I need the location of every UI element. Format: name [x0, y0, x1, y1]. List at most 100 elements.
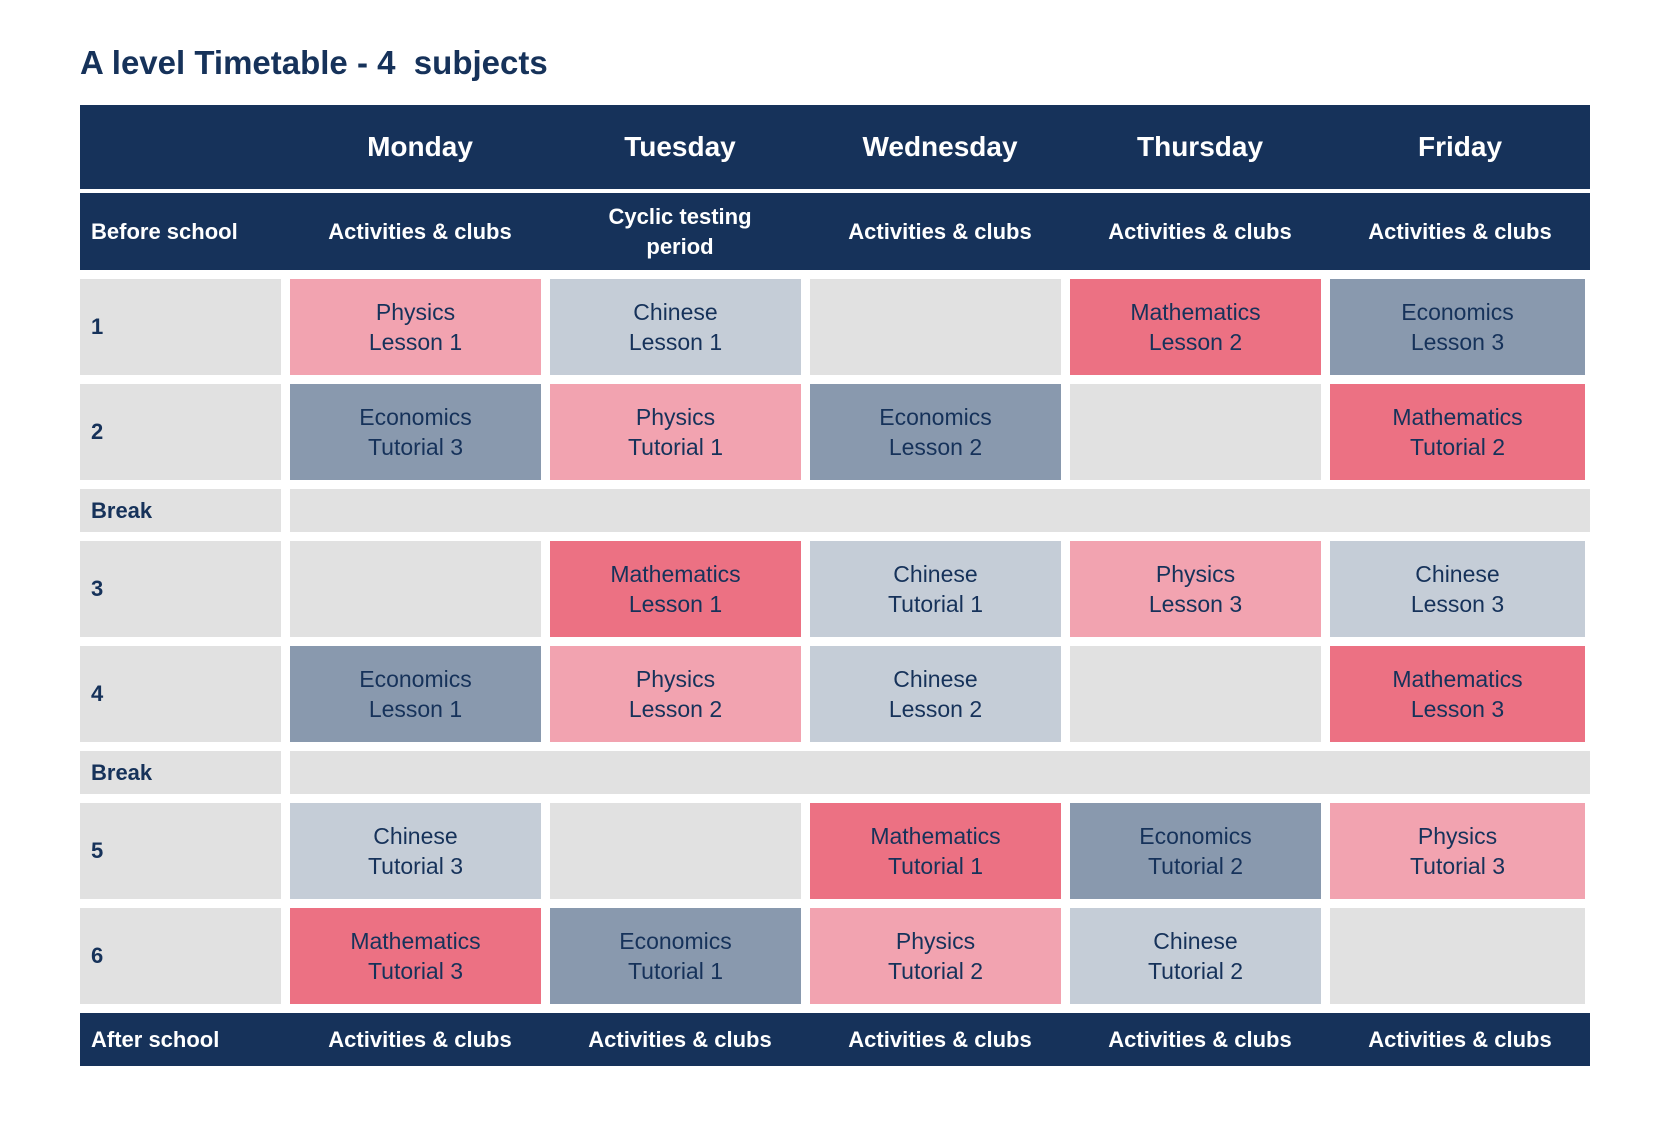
lesson-cell: Chinese Lesson 2 — [810, 646, 1061, 742]
row-spacer — [80, 637, 1590, 646]
header-corner — [80, 105, 290, 189]
activity-text: Activities & clubs — [1108, 1026, 1292, 1052]
after-school-label: After school — [91, 1026, 220, 1052]
lesson-cell: Mathematics Tutorial 3 — [290, 908, 541, 1004]
empty-cell — [1330, 908, 1585, 1004]
period-row-1: 1 Physics Lesson 1 Chinese Lesson 1 Mathemati… — [80, 279, 1590, 375]
period-row-6: 6 Mathematics Tutorial 3 Economics Tutorial … — [80, 908, 1590, 1004]
row-spacer — [80, 1004, 1590, 1013]
subject-name: Chinese — [893, 561, 978, 587]
row-spacer — [80, 742, 1590, 751]
subject-name: Chinese — [1415, 561, 1500, 587]
subject-name: Chinese — [1153, 928, 1238, 954]
lesson-cell: Mathematics Lesson 1 — [550, 541, 801, 637]
session-name: Lesson 2 — [1148, 329, 1243, 355]
session-name: Tutorial 1 — [627, 434, 724, 460]
lesson-cell: Economics Lesson 3 — [1330, 279, 1585, 375]
lesson-cell: Physics Tutorial 2 — [810, 908, 1061, 1004]
lesson-cell: Mathematics Tutorial 2 — [1330, 384, 1585, 480]
row-spacer — [80, 375, 1590, 384]
activity-text: Activities & clubs — [328, 218, 512, 244]
session-name: Lesson 1 — [368, 329, 463, 355]
activity-cell: Activities & clubs — [550, 1013, 810, 1066]
session-name: Tutorial 3 — [1409, 853, 1506, 879]
activity-cell: Activities & clubs — [1330, 193, 1590, 270]
lesson-cell: Physics Lesson 3 — [1070, 541, 1321, 637]
subject-name: Mathematics — [1392, 666, 1523, 692]
activity-text: period — [646, 233, 714, 259]
day-header-wednesday: Wednesday — [862, 131, 1018, 162]
subject-name: Economics — [619, 928, 732, 954]
page-title: A level Timetable - 4 subjects — [80, 44, 548, 81]
header-row: Monday Tuesday Wednesday Thursday Friday — [80, 105, 1590, 189]
activity-text: Cyclic testing — [608, 203, 752, 229]
subject-name: Mathematics — [1392, 404, 1523, 430]
day-header-friday: Friday — [1417, 131, 1503, 162]
session-name: Lesson 2 — [888, 696, 983, 722]
activity-text: Activities & clubs — [1368, 218, 1552, 244]
subject-name: Chinese — [633, 299, 718, 325]
activity-cell: Activities & clubs — [290, 193, 550, 270]
subject-name: Mathematics — [610, 561, 741, 587]
session-name: Lesson 3 — [1410, 329, 1505, 355]
activity-text: Activities & clubs — [588, 1026, 772, 1052]
session-name: Tutorial 1 — [887, 591, 984, 617]
lesson-cell: Mathematics Lesson 2 — [1070, 279, 1321, 375]
activity-cell: Activities & clubs — [290, 1013, 550, 1066]
timetable-grid: Monday Tuesday Wednesday Thursday Friday Befo… — [80, 105, 1590, 1066]
activity-cell: Cyclic testing period — [550, 193, 810, 270]
lesson-cell: Chinese Tutorial 2 — [1070, 908, 1321, 1004]
lesson-cell: Economics Tutorial 2 — [1070, 803, 1321, 899]
activity-cell: Activities & clubs — [1070, 1013, 1330, 1066]
row-spacer — [80, 480, 1590, 489]
row-spacer — [80, 532, 1590, 541]
subject-name: Economics — [879, 404, 992, 430]
lesson-cell: Economics Lesson 1 — [290, 646, 541, 742]
lesson-cell: Physics Tutorial 3 — [1330, 803, 1585, 899]
activity-text: Activities & clubs — [848, 218, 1032, 244]
session-name: Tutorial 3 — [367, 853, 464, 879]
lesson-cell: Chinese Lesson 1 — [550, 279, 801, 375]
activity-text: Activities & clubs — [1108, 218, 1292, 244]
session-name: Tutorial 1 — [627, 958, 724, 984]
session-name: Lesson 3 — [1410, 696, 1505, 722]
subject-name: Physics — [635, 404, 716, 430]
lesson-cell: Physics Lesson 2 — [550, 646, 801, 742]
activity-text: Activities & clubs — [848, 1026, 1032, 1052]
lesson-cell: Chinese Tutorial 1 — [810, 541, 1061, 637]
session-name: Lesson 1 — [628, 591, 723, 617]
session-name: Lesson 1 — [368, 696, 463, 722]
row-spacer — [80, 899, 1590, 908]
subject-name: Economics — [359, 666, 472, 692]
period-label: 1 — [80, 279, 281, 375]
session-name: Tutorial 2 — [1147, 853, 1244, 879]
subject-name: Mathematics — [350, 928, 481, 954]
subject-name: Mathematics — [1130, 299, 1261, 325]
session-name: Tutorial 2 — [887, 958, 984, 984]
activity-cell: Activities & clubs — [810, 193, 1070, 270]
empty-cell — [550, 803, 801, 899]
lesson-cell: Economics Lesson 2 — [810, 384, 1061, 480]
day-header-thursday: Thursday — [1136, 131, 1264, 162]
period-row-5: 5 Chinese Tutorial 3 Mathematics Tutorial 1 E… — [80, 803, 1590, 899]
activity-text: Activities & clubs — [1368, 1026, 1552, 1052]
lesson-cell: Mathematics Lesson 3 — [1330, 646, 1585, 742]
session-name: Tutorial 1 — [887, 853, 984, 879]
empty-cell — [1070, 646, 1321, 742]
lesson-cell: Economics Tutorial 3 — [290, 384, 541, 480]
subject-name: Physics — [1155, 561, 1236, 587]
session-name: Lesson 2 — [628, 696, 723, 722]
subject-name: Economics — [1401, 299, 1514, 325]
period-row-2: 2 Economics Tutorial 3 Physics Tutorial 1 Eco… — [80, 384, 1590, 480]
lesson-cell: Chinese Lesson 3 — [1330, 541, 1585, 637]
activity-text: Activities & clubs — [328, 1026, 512, 1052]
subject-name: Economics — [1139, 823, 1252, 849]
lesson-cell: Chinese Tutorial 3 — [290, 803, 541, 899]
subject-name: Chinese — [893, 666, 978, 692]
empty-cell — [810, 279, 1061, 375]
empty-cell — [290, 541, 541, 637]
before-school-label: Before school — [91, 218, 238, 244]
subject-name: Physics — [895, 928, 976, 954]
day-header-tuesday: Tuesday — [624, 131, 736, 162]
lesson-cell: Mathematics Tutorial 1 — [810, 803, 1061, 899]
